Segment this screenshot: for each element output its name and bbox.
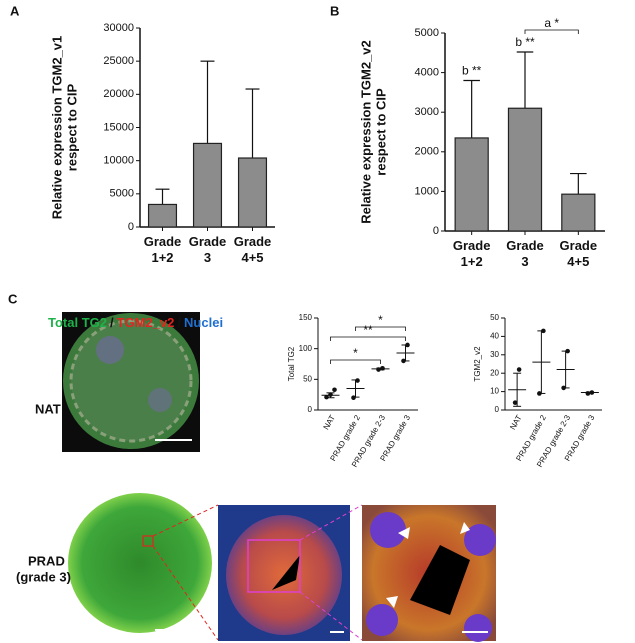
y-tick-label: 5000 [110,188,134,200]
legend-entry: Nuclei [184,315,223,330]
x-tick-label: Grade 3 [506,238,544,269]
y-tick-label: 3000 [415,106,439,118]
y-tick-label: 0 [433,225,439,237]
x-tick-line: 1+2 [461,254,483,269]
y-tick-label: 10 [490,387,499,396]
bar [192,142,223,228]
y-tick-label: 1000 [415,185,439,197]
y-axis-label: Relative expression TGM2_v2 [358,40,373,224]
y-tick-label: 15000 [103,121,134,133]
point [351,395,356,401]
x-tick-line: 3 [204,250,211,265]
y-axis-label: TGM2_v2 [473,346,482,382]
legend-entry: / [110,315,114,330]
point [324,394,329,400]
y-tick-label: 30000 [103,22,134,34]
point [332,387,337,393]
bracket [330,359,381,364]
x-tick-label: Grade 4+5 [560,238,598,269]
bracket [524,29,579,35]
x-tick-line: Grade [506,238,544,253]
y-tick-label: 25000 [103,55,134,67]
annotation: b ** [462,64,482,78]
row-label: (grade 3) [16,569,71,584]
y-tick-label: 10000 [103,155,134,167]
row-label: PRAD [28,553,65,568]
annotation: b ** [515,35,535,49]
legend-entry: / [177,315,181,330]
bar [454,137,489,232]
y-tick-label: 4000 [415,67,439,79]
y-axis-label: Total TG2 [287,346,296,381]
y-tick-label: 20 [490,368,499,377]
y-axis-label: respect to CIP [64,83,79,171]
y-tick-label: 0 [308,405,313,414]
y-tick-label: 150 [299,313,313,322]
panel-label: A [10,3,20,18]
x-tick-line: 4+5 [567,254,589,269]
y-axis-label: respect to CIP [373,88,388,176]
x-tick-line: Grade [189,234,227,249]
panel-label: B [330,3,339,18]
bracket-label: * [378,313,383,327]
x-tick-line: 1+2 [151,250,173,265]
legend-entry: TGM2_v2 [117,315,175,330]
bracket-label: * [353,346,358,360]
bracket [330,336,406,341]
legend-entry: Total TG2 [48,315,107,330]
point [512,400,518,405]
y-tick-label: 100 [299,344,313,353]
row-label: NAT [35,401,61,416]
x-tick-line: Grade [144,234,182,249]
x-tick-label: NAT [508,413,524,431]
x-tick-line: Grade [560,238,598,253]
y-tick-label: 0 [128,221,134,233]
x-tick-line: 4+5 [241,250,263,265]
x-tick-label: Grade 1+2 [144,234,182,265]
x-tick-line: Grade [234,234,272,249]
x-tick-label: NAT [322,413,338,431]
x-tick-line: 3 [521,254,528,269]
bracket-label: a * [544,16,559,30]
bar [507,107,543,232]
bracket [355,326,406,331]
y-tick-label: 5000 [415,27,439,39]
y-tick-label: 20000 [103,88,134,100]
y-tick-label: 30 [490,350,499,359]
y-axis-label: Relative expression TGM2_v1 [49,36,64,220]
panel-label: C [8,291,18,306]
y-tick-label: 2000 [415,146,439,158]
x-tick-label: Grade 3 [189,234,227,265]
bar [237,157,268,228]
x-tick-line: Grade [453,238,491,253]
point [516,367,522,372]
y-tick-label: 50 [490,313,499,322]
y-tick-label: 40 [490,332,499,341]
legend: Total TG2/TGM2_v2/Nuclei [48,315,223,330]
bar [561,193,596,232]
micrographs [62,312,496,643]
x-tick-label: Grade 4+5 [234,234,272,265]
y-tick-label: 50 [303,374,312,383]
x-tick-label: Grade 1+2 [453,238,491,269]
y-tick-label: 0 [495,405,500,414]
bar [147,203,178,228]
point [355,378,360,383]
bracket-label: ** [363,323,373,337]
